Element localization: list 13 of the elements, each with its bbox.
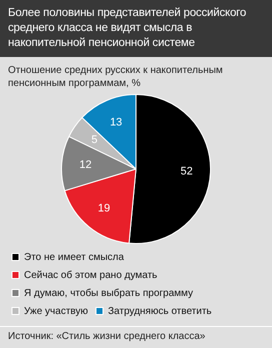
legend-label: Уже участвую [24, 306, 88, 317]
legend-label: Сейчас об этом рано думать [24, 270, 158, 281]
data-label: 19 [98, 202, 110, 214]
legend-label: Это не имеет смысла [24, 252, 124, 263]
chart-subtitle: Отношение средних русских к накопительным пенсионным программам, % [7, 64, 224, 91]
data-label: 5 [91, 134, 98, 146]
legend-label: Я думаю, чтобы выбрать программу [24, 288, 194, 299]
text: Источник: «Стиль жизни среднего класса» [0, 326, 272, 346]
data-label: 12 [79, 159, 92, 172]
chart-title: Более половины представителей российского среднего класса не видят смысла в накопительной пенсионной системе [0, 0, 272, 57]
legend-label: Затрудняюсь ответить [108, 306, 212, 317]
data-label: 13 [110, 116, 122, 128]
data-label: 52 [180, 165, 193, 178]
